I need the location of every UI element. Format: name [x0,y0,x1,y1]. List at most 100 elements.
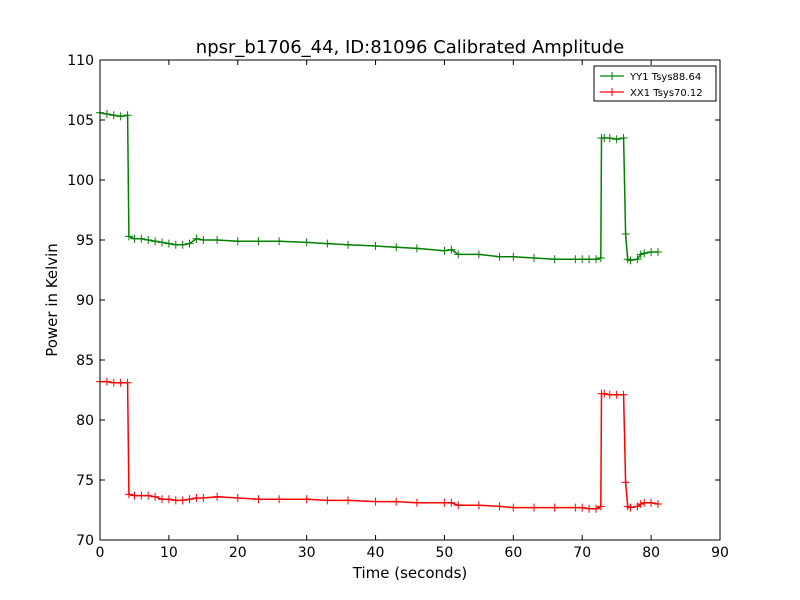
data-point [550,255,559,264]
data-point [596,254,605,262]
data-point [158,495,166,504]
data-point [412,244,421,253]
legend-item: YY1 Tsys88.64 [600,72,701,83]
data-point [654,248,662,256]
series-layer [96,108,662,513]
data-point [571,255,580,264]
data-point [302,495,311,504]
data-point [454,501,463,510]
data-point [171,496,180,505]
legend-label: YY1 Tsys88.64 [629,72,701,83]
data-point [151,237,160,246]
data-point [116,378,125,387]
data-point [474,501,483,510]
data-point [474,250,483,259]
data-point [171,240,180,249]
data-point [392,243,401,252]
data-point [254,495,263,504]
data-point [619,390,628,399]
data-point [371,497,380,506]
legend-marker [608,88,616,96]
data-point [509,252,518,261]
x-tick-label: 10 [160,545,178,561]
data-point [233,494,242,502]
data-point [585,255,594,264]
data-point [392,497,401,506]
data-point [323,239,332,248]
y-tick-label: 100 [67,173,94,189]
y-axis-label: Power in Kelvin [43,243,61,357]
data-point [344,240,352,249]
data-point [371,242,380,250]
data-point [213,492,222,501]
y-tick-label: 75 [76,473,94,489]
data-point [124,232,133,241]
data-point [178,496,187,505]
x-tick-label: 80 [642,545,660,561]
data-point [344,496,352,505]
data-point [647,248,656,256]
data-point [199,494,208,502]
data-point [254,237,263,246]
data-point [440,246,449,255]
data-point [605,134,614,142]
data-point [412,498,421,507]
data-point [192,494,201,502]
y-tick-label: 110 [67,53,94,69]
data-point [596,502,605,511]
data-point [109,378,118,387]
data-point [164,495,173,504]
data-point [633,255,642,264]
data-point [605,390,614,399]
data-point [592,255,600,264]
y-tick-label: 70 [76,533,94,549]
data-point [571,503,580,512]
data-point [102,110,111,118]
data-point [626,503,635,512]
data-point [137,491,146,500]
x-tick-label: 30 [298,545,316,561]
data-point [530,254,538,262]
data-point [447,498,456,507]
data-point [109,111,118,120]
legend: YY1 Tsys88.64 XX1 Tsys70.12 [593,65,717,102]
data-point [130,234,139,243]
data-point [158,238,166,247]
data-point [144,491,153,500]
data-point [612,135,621,144]
data-point [636,500,645,508]
legend-box [593,65,717,102]
chart-title: npsr_b1706_44, ID:81096 Calibrated Ampli… [196,37,624,58]
legend-label: XX1 Tsys70.12 [630,88,703,99]
data-point [621,478,630,487]
legend-marker [608,72,616,80]
y-tick-label: 80 [76,413,94,429]
data-point [123,111,132,120]
data-point [530,503,538,512]
data-point [509,503,518,512]
data-point [578,255,587,264]
data-point [302,238,311,247]
x-tick-label: 20 [229,545,247,561]
y-tick-label: 95 [76,233,94,249]
data-point [440,498,449,507]
data-point [137,234,146,243]
data-point [495,502,504,511]
series-1 [96,108,662,265]
data-point [199,236,208,244]
data-point [233,237,242,246]
data-point [151,492,160,501]
plot-frame [99,59,721,541]
x-tick-label: 0 [96,545,105,561]
data-point [123,378,132,387]
x-tick-label: 50 [436,545,454,561]
data-point [592,504,600,513]
data-point [185,239,194,248]
data-point [323,496,332,505]
axis-ticks: 0 10 20 30 40 50 60 70 80 90 70 75 80 85 90 95 100 105 110 [67,53,729,561]
data-point [124,490,133,499]
data-point [621,230,630,238]
data-point [213,236,222,244]
y-tick-label: 85 [76,353,94,369]
data-point [447,245,456,254]
